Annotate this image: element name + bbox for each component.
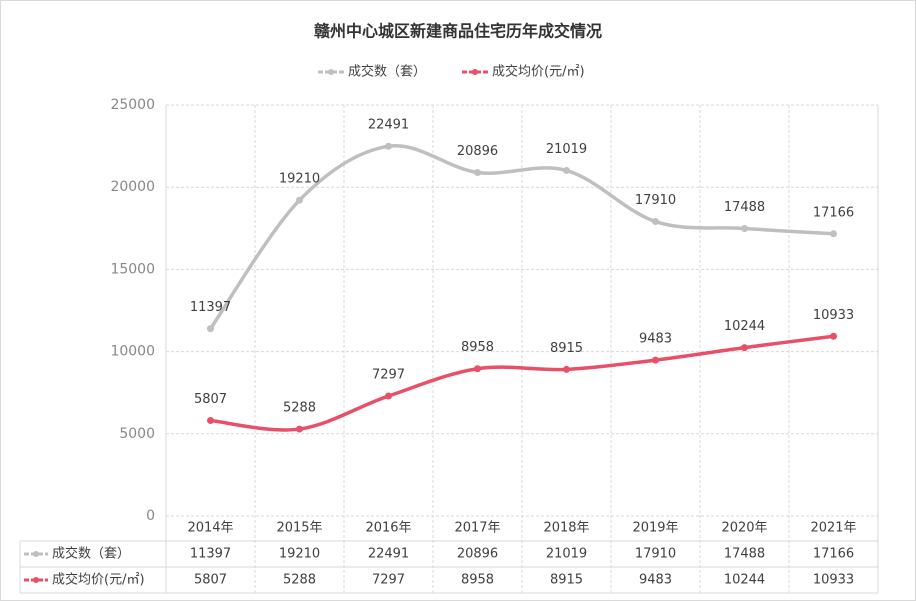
table-cell: 19210 [279,547,320,562]
data-label: 7297 [372,368,405,383]
x-tick-label: 2020年 [721,521,767,536]
point [830,230,837,238]
table-row-header: 成交数（套） [52,546,130,562]
point [385,142,392,150]
legend-marker [472,69,478,75]
point [652,356,659,364]
chart-title: 赣州中心城区新建商品住宅历年成交情况 [314,22,602,41]
point [474,365,481,373]
series-line [210,334,834,432]
data-label: 10933 [813,308,854,323]
table-cell: 10244 [724,573,765,588]
point [652,218,659,226]
table-cell: 17488 [724,547,765,562]
data-label: 19210 [279,172,320,187]
point [563,166,570,174]
data-label: 10244 [724,319,765,334]
table-cell: 8958 [461,573,494,588]
point [296,425,303,433]
table-cell: 22491 [368,547,409,562]
point [474,168,481,176]
y-tick-label: 15000 [110,261,155,277]
x-tick-label: 2019年 [632,521,678,536]
point [296,196,303,204]
point [207,417,214,425]
y-tick-label: 25000 [110,97,155,113]
data-label: 11397 [190,300,231,315]
table-legend-marker [33,577,39,583]
point [385,392,392,400]
x-tick-label: 2018年 [543,521,589,536]
table-cell: 21019 [546,547,587,562]
x-tick-label: 2016年 [365,521,411,536]
data-label: 9483 [639,332,672,347]
data-label: 8958 [461,340,494,355]
table-cell: 7297 [372,573,405,588]
data-label: 20896 [457,144,498,159]
y-tick-label: 0 [146,508,155,524]
data-label: 17166 [813,205,854,220]
table-cell: 9483 [639,573,672,588]
data-label: 17910 [635,193,676,208]
data-label: 17488 [724,200,765,215]
x-tick-label: 2017年 [454,521,500,536]
table-cell: 10933 [813,573,854,588]
data-label: 5807 [194,392,227,407]
x-tick-label: 2015年 [276,521,322,536]
table-legend-marker [33,551,39,557]
data-label: 5288 [283,401,316,416]
point [741,344,748,352]
point [741,224,748,232]
legend-label: 成交均价(元/㎡) [492,64,585,80]
table-cell: 17910 [635,547,676,562]
x-tick-label: 2014年 [187,521,233,536]
y-tick-label: 10000 [110,344,155,360]
legend-label: 成交数（套） [348,64,426,80]
y-tick-label: 20000 [110,179,155,195]
data-label: 21019 [546,142,587,157]
table-cell: 5807 [194,573,227,588]
legend-marker [328,69,334,75]
table-row-header: 成交均价(元/㎡) [52,572,145,588]
point [830,332,837,340]
point [207,325,214,333]
x-tick-label: 2021年 [810,521,856,536]
data-label: 22491 [368,118,409,133]
table-cell: 5288 [283,573,316,588]
table-cell: 11397 [190,547,231,562]
y-tick-label: 5000 [119,426,155,442]
table-cell: 17166 [813,547,854,562]
table-cell: 8915 [550,573,583,588]
point [563,365,570,373]
table-cell: 20896 [457,547,498,562]
data-label: 8915 [550,341,583,356]
